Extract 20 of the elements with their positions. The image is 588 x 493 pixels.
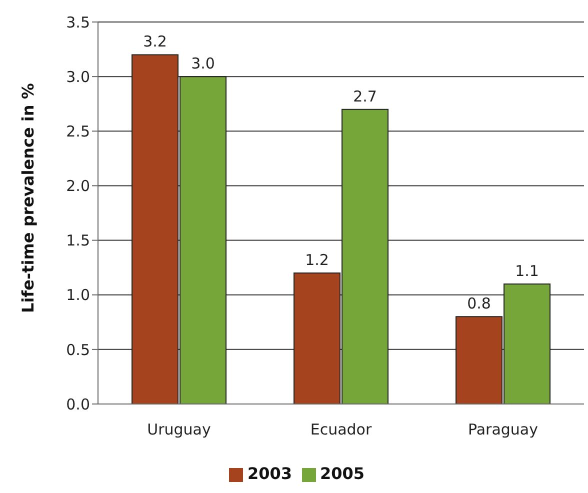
data-label: 2.7 bbox=[353, 87, 377, 106]
data-label: 0.8 bbox=[467, 294, 491, 313]
legend-label: 2005 bbox=[320, 464, 365, 483]
y-tick-label: 1.0 bbox=[66, 286, 90, 304]
y-axis-title: Life-time prevalence in % bbox=[18, 83, 38, 313]
legend-label: 2003 bbox=[247, 464, 292, 483]
y-tick-label: 0.5 bbox=[66, 340, 90, 359]
data-label: 3.0 bbox=[191, 54, 215, 73]
y-tick-label: 3.0 bbox=[66, 68, 90, 86]
y-tick-label: 1.5 bbox=[66, 232, 90, 250]
x-tick-label: Paraguay bbox=[468, 420, 538, 439]
y-tick-label: 0.0 bbox=[66, 395, 90, 414]
y-tick-label: 3.5 bbox=[66, 13, 90, 32]
y-tick-label: 2.0 bbox=[66, 177, 90, 196]
x-tick-label: Uruguay bbox=[147, 420, 211, 439]
data-label: 1.2 bbox=[305, 251, 329, 270]
data-label: 3.2 bbox=[143, 32, 167, 51]
x-tick-label: Ecuador bbox=[310, 420, 372, 439]
y-tick-label: 2.5 bbox=[66, 122, 90, 140]
data-label: 1.1 bbox=[515, 262, 539, 280]
